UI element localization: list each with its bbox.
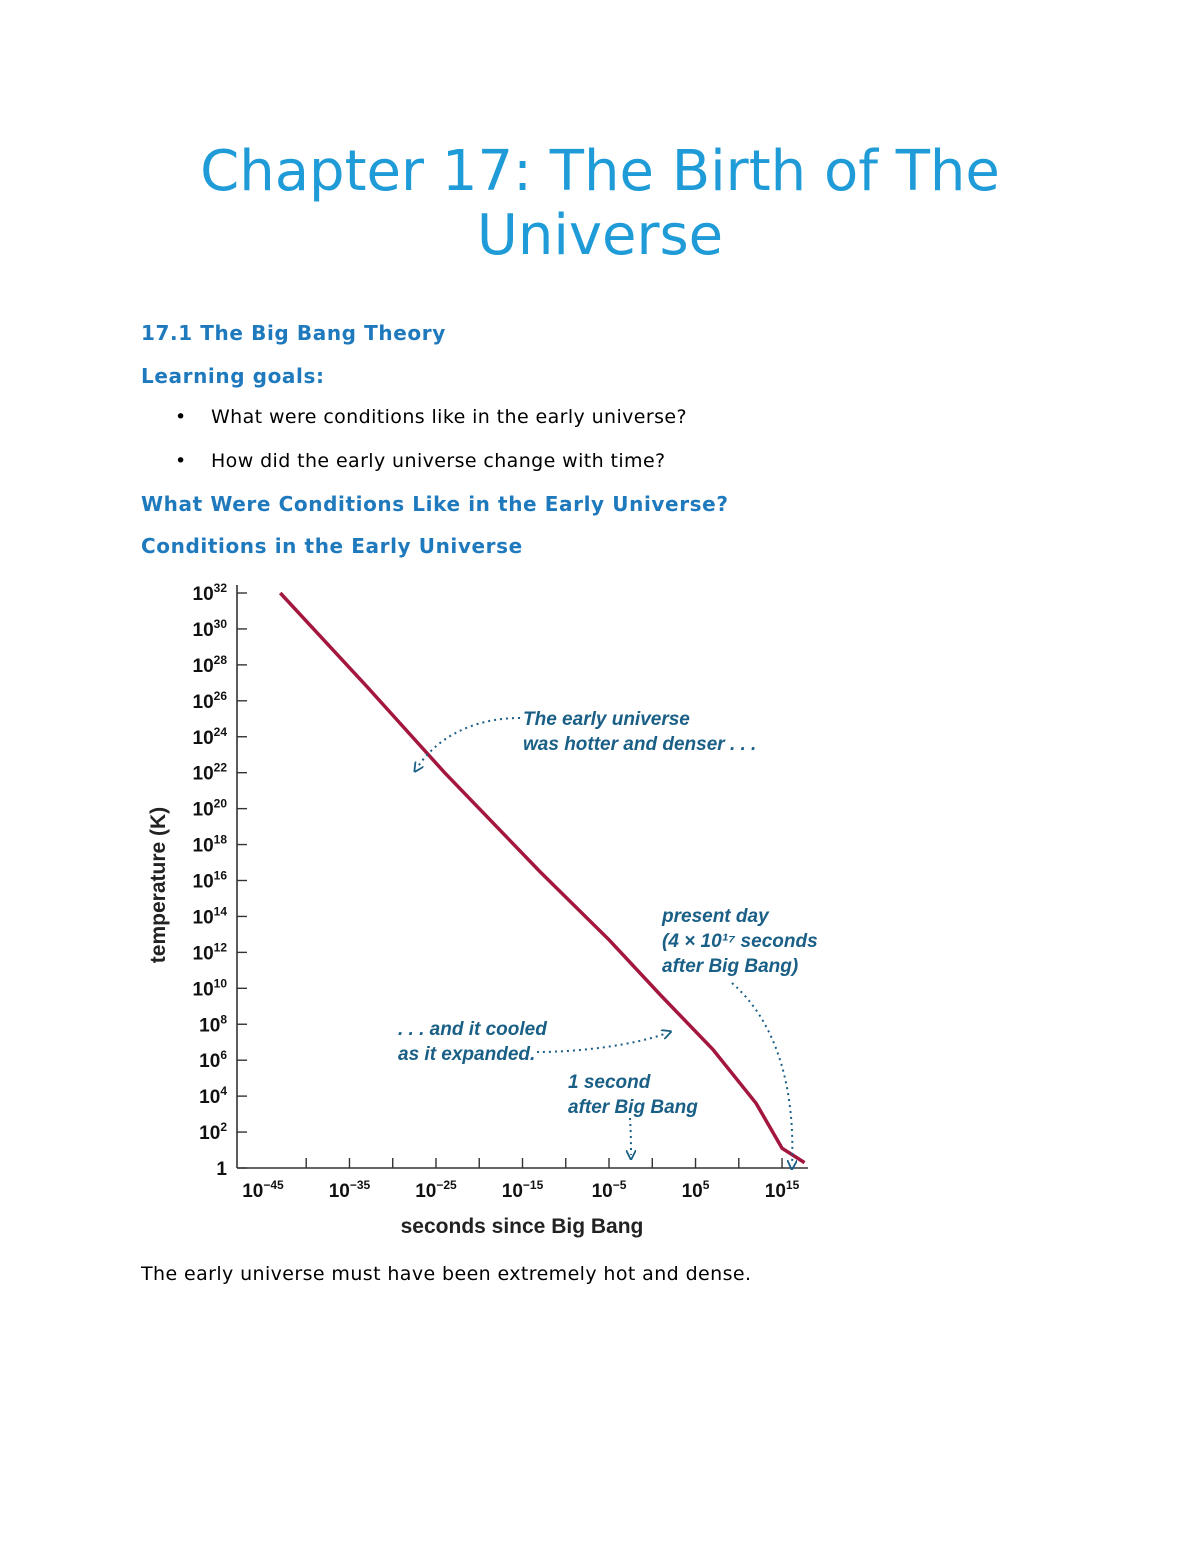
y-tick-label: 104 xyxy=(199,1084,227,1108)
annotation-arrow xyxy=(731,982,792,1165)
y-tick-label: 1030 xyxy=(193,617,228,641)
annotation-arrow xyxy=(417,717,521,768)
x-tick-label: 10−35 xyxy=(329,1178,371,1202)
y-axis: 1032 1030 1028 1026 1024 1022 1020 1018 1016 1014… xyxy=(193,581,247,1180)
y-tick-label: 1026 xyxy=(193,689,228,713)
y-tick-label: 1018 xyxy=(193,833,228,857)
annotation-arrow xyxy=(630,1117,631,1155)
y-axis-title: temperature (K) xyxy=(147,807,170,963)
x-tick-label: 10−45 xyxy=(242,1178,284,1202)
annotation-label: The early universe was hotter and denser … xyxy=(523,709,756,755)
y-tick-label: 1010 xyxy=(193,976,228,1000)
annotation-arrow xyxy=(536,1033,667,1053)
x-tick-label: 10−25 xyxy=(415,1178,457,1202)
y-tick-label: 102 xyxy=(199,1120,227,1144)
y-tick-label: 1028 xyxy=(193,653,228,677)
x-tick-label: 105 xyxy=(682,1178,710,1202)
temperature-time-chart: 1032 1030 1028 1026 1024 1022 1020 1018 1016 1014… xyxy=(147,581,818,1238)
annotation-label: present day (4 × 10¹⁷ seconds after Big Ba… xyxy=(661,906,818,977)
list-item: • How did the early universe change with … xyxy=(175,450,666,472)
bullet-icon: • xyxy=(175,406,187,428)
temperature-curve-series xyxy=(278,591,806,1165)
x-axis-title: seconds since Big Bang xyxy=(401,1215,644,1238)
subheading-conditions: Conditions in the Early Universe xyxy=(141,534,523,558)
y-tick-label: 1024 xyxy=(193,725,228,749)
annotations: The early universe was hotter and denser … xyxy=(398,709,818,1165)
annotation-label: . . . and it cooled as it expanded. xyxy=(398,1019,547,1065)
y-tick-label: 1014 xyxy=(193,904,228,928)
annotation-label: 1 second after Big Bang xyxy=(568,1072,698,1118)
y-tick-label: 1022 xyxy=(193,761,228,785)
body-paragraph: The early universe must have been extrem… xyxy=(141,1263,752,1285)
y-tick-label: 106 xyxy=(199,1048,227,1072)
y-tick-label: 1016 xyxy=(193,869,228,893)
list-item: • What were conditions like in the early … xyxy=(175,406,687,428)
list-item-text: How did the early universe change with t… xyxy=(211,450,666,472)
y-tick-label: 1020 xyxy=(193,797,228,821)
subheading-conditions-question: What Were Conditions Like in the Early U… xyxy=(141,492,729,516)
bullet-icon: • xyxy=(175,450,187,472)
x-tick-label: 10−5 xyxy=(592,1178,627,1202)
y-tick-label: 108 xyxy=(199,1012,227,1036)
x-axis: 10−45 10−35 10−25 10−15 10−5 105 1015 xyxy=(237,1158,808,1202)
y-tick-label: 1032 xyxy=(193,581,228,605)
section-heading: 17.1 The Big Bang Theory xyxy=(141,321,446,345)
x-tick-label: 1015 xyxy=(765,1178,800,1202)
y-tick-label: 1 xyxy=(216,1159,227,1180)
page-title: Chapter 17: The Birth of The Universe xyxy=(200,139,1000,268)
x-tick-label: 10−15 xyxy=(502,1178,544,1202)
learning-goals-heading: Learning goals: xyxy=(141,364,325,388)
y-tick-label: 1012 xyxy=(193,940,228,964)
list-item-text: What were conditions like in the early u… xyxy=(211,406,687,428)
